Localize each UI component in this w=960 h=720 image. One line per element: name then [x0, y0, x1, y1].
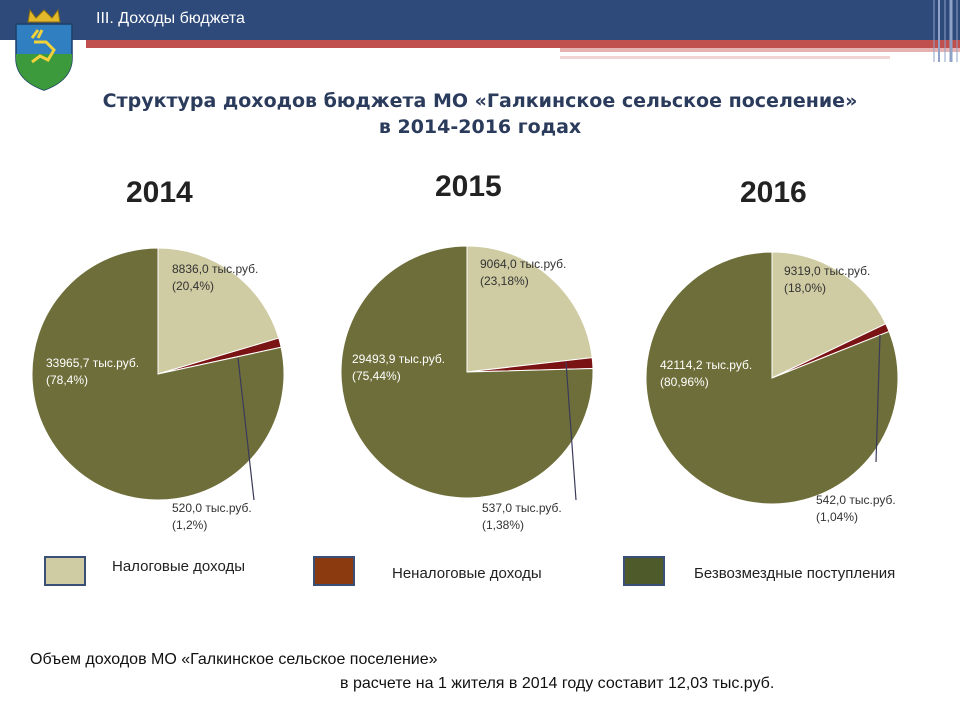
pie-chart-2014: 8836,0 тыс.руб. (20,4%) 520,0 тыс.руб. (1,2… [31, 247, 285, 532]
legend-label-grants: Безвозмездные поступления [694, 565, 896, 582]
pie-slice-grants-2014 [31, 247, 285, 501]
leader-line-nontax-2014 [237, 357, 255, 501]
slice-percent-label-tax-2016: (18,0%) [784, 281, 826, 295]
main-title-line1: Структура доходов бюджета МО «Галкинское… [102, 90, 858, 112]
pie-slice-grants-2016 [645, 251, 899, 505]
main-title: Структура доходов бюджета МО «Галкинское… [40, 88, 920, 140]
slice-percent-label-tax-2015: (23,18%) [480, 274, 529, 288]
slice-percent-label-tax-2014: (20,4%) [172, 279, 214, 293]
pie-chart-2016: 9319,0 тыс.руб. (18,0%) 542,0 тыс.руб. (1,0… [645, 251, 899, 524]
slice-value-label-grants-2014: 33965,7 тыс.руб. [46, 356, 139, 370]
slice-value-label-grants-2016: 42114,2 тыс.руб. [660, 358, 752, 372]
header-stripe-light [560, 48, 960, 52]
leader-line-nontax-2015 [565, 361, 577, 501]
legend-label-nontax: Неналоговые доходы [392, 565, 542, 582]
leader-line-nontax-2016 [875, 334, 881, 463]
pie-chart-2015: 9064,0 тыс.руб. (23,18%) 537,0 тыс.руб. (1,… [340, 245, 594, 532]
slice-percent-label-nontax-2016: (1,04%) [816, 510, 858, 524]
pie-slice-tax-2016 [771, 251, 887, 379]
section-title: III. Доходы бюджета [96, 10, 245, 27]
legend-swatch-nontax [313, 556, 355, 586]
pie-slice-tax-2015 [466, 245, 593, 373]
slice-value-label-nontax-2016: 542,0 тыс.руб. [816, 493, 896, 507]
header-stripe-lighter [560, 56, 890, 59]
slice-percent-label-grants-2015: (75,44%) [352, 369, 401, 383]
slice-value-label-tax-2014: 8836,0 тыс.руб. [172, 262, 258, 276]
coat-of-arms-icon [15, 8, 73, 91]
header-bar [0, 0, 960, 40]
legend-label-tax: Налоговые доходы [112, 558, 245, 575]
main-title-line2: в 2014-2016 годах [378, 116, 582, 138]
slice-value-label-tax-2016: 9319,0 тыс.руб. [784, 264, 870, 278]
legend-swatch-grants [623, 556, 665, 586]
year-2014-title: 2014 [126, 176, 193, 209]
legend-swatch-tax [44, 556, 86, 586]
footer-text-line2: в расчете на 1 жителя в 2014 году состав… [340, 675, 775, 692]
slice-percent-label-nontax-2015: (1,38%) [482, 518, 524, 532]
slice-value-label-tax-2015: 9064,0 тыс.руб. [480, 257, 566, 271]
pie-slice-grants-2015 [340, 245, 594, 499]
header-stripe [86, 40, 960, 48]
slice-value-label-nontax-2015: 537,0 тыс.руб. [482, 501, 562, 515]
year-2015-title: 2015 [435, 170, 502, 203]
slice-value-label-grants-2015: 29493,9 тыс.руб. [352, 352, 445, 366]
slice-percent-label-nontax-2014: (1,2%) [172, 518, 207, 532]
slice-value-label-nontax-2014: 520,0 тыс.руб. [172, 501, 252, 515]
header-decoration [933, 0, 958, 62]
year-2016-title: 2016 [740, 176, 807, 209]
pie-slice-tax-2014 [157, 247, 280, 375]
slice-percent-label-grants-2016: (80,96%) [660, 375, 709, 389]
slice-percent-label-grants-2014: (78,4%) [46, 373, 88, 387]
footer-text-line1: Объем доходов МО «Галкинское сельское по… [30, 651, 438, 668]
